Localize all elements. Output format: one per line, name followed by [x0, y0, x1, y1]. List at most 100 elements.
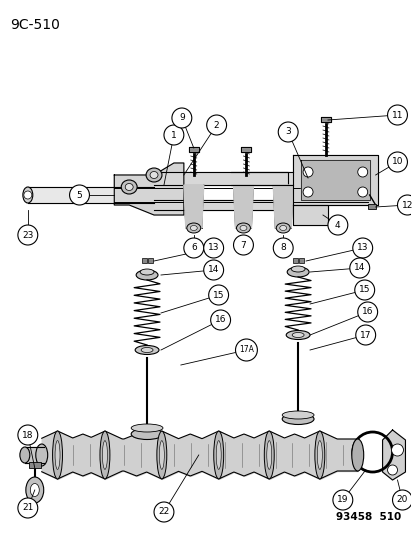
Circle shape: [357, 187, 367, 197]
Text: 22: 22: [158, 507, 169, 516]
Ellipse shape: [125, 183, 133, 190]
Circle shape: [387, 465, 396, 475]
Text: 5: 5: [76, 190, 82, 199]
Circle shape: [387, 105, 406, 125]
Text: 10: 10: [391, 157, 402, 166]
Ellipse shape: [186, 223, 200, 233]
Polygon shape: [183, 185, 203, 228]
Ellipse shape: [121, 180, 137, 194]
Text: 93458  510: 93458 510: [335, 512, 401, 522]
Text: 17A: 17A: [238, 345, 253, 354]
Circle shape: [171, 108, 191, 128]
Text: 3: 3: [285, 127, 290, 136]
Text: 11: 11: [391, 110, 402, 119]
Text: 13: 13: [207, 244, 219, 253]
Bar: [299, 258, 304, 263]
Polygon shape: [114, 163, 183, 215]
Text: 17: 17: [359, 330, 370, 340]
Text: 18: 18: [22, 431, 33, 440]
Circle shape: [278, 122, 297, 142]
Circle shape: [391, 444, 403, 456]
Polygon shape: [233, 185, 253, 228]
Ellipse shape: [159, 441, 164, 470]
Circle shape: [352, 238, 372, 258]
Ellipse shape: [157, 431, 166, 479]
Bar: [142, 258, 147, 263]
Circle shape: [210, 310, 230, 330]
Text: 8: 8: [280, 244, 285, 253]
Bar: [148, 258, 153, 263]
Polygon shape: [292, 155, 377, 205]
Ellipse shape: [263, 431, 273, 479]
Text: 14: 14: [207, 265, 219, 274]
Text: 20: 20: [396, 496, 407, 505]
Polygon shape: [300, 160, 369, 200]
Text: 4: 4: [334, 221, 340, 230]
Circle shape: [392, 490, 411, 510]
Ellipse shape: [236, 223, 250, 233]
Circle shape: [203, 238, 223, 258]
Circle shape: [327, 215, 347, 235]
Bar: [29, 462, 40, 468]
Ellipse shape: [314, 431, 324, 479]
Ellipse shape: [216, 441, 221, 470]
Circle shape: [357, 167, 367, 177]
Ellipse shape: [275, 223, 290, 233]
Text: 15: 15: [358, 286, 370, 295]
Circle shape: [24, 191, 32, 199]
Circle shape: [206, 115, 226, 135]
Circle shape: [203, 260, 223, 280]
Polygon shape: [154, 172, 287, 185]
Text: 2: 2: [213, 120, 219, 130]
Ellipse shape: [287, 267, 309, 277]
Ellipse shape: [36, 444, 47, 466]
Circle shape: [354, 280, 374, 300]
Circle shape: [349, 258, 369, 278]
Ellipse shape: [135, 345, 159, 354]
Polygon shape: [154, 200, 287, 210]
Ellipse shape: [146, 168, 161, 182]
Text: 6: 6: [190, 244, 196, 253]
Ellipse shape: [279, 225, 286, 230]
Text: 13: 13: [356, 244, 368, 253]
Ellipse shape: [55, 441, 60, 470]
Ellipse shape: [285, 330, 309, 340]
Polygon shape: [273, 185, 292, 228]
Bar: [367, 204, 375, 209]
Text: 19: 19: [336, 496, 348, 505]
Ellipse shape: [240, 225, 246, 230]
Circle shape: [235, 339, 257, 361]
Text: 7: 7: [240, 240, 246, 249]
Ellipse shape: [131, 429, 163, 440]
Circle shape: [183, 238, 203, 258]
Polygon shape: [241, 147, 251, 152]
Text: 9: 9: [178, 114, 184, 123]
Ellipse shape: [141, 348, 153, 352]
Ellipse shape: [102, 441, 107, 470]
Circle shape: [208, 285, 228, 305]
Text: 21: 21: [22, 504, 33, 513]
Ellipse shape: [100, 431, 109, 479]
Circle shape: [164, 125, 183, 145]
Ellipse shape: [292, 333, 304, 337]
Polygon shape: [25, 447, 44, 463]
Circle shape: [387, 152, 406, 172]
Text: 23: 23: [22, 230, 33, 239]
Circle shape: [18, 225, 38, 245]
Circle shape: [233, 235, 253, 255]
Polygon shape: [292, 205, 327, 225]
Ellipse shape: [317, 441, 322, 470]
Text: 1: 1: [171, 131, 176, 140]
Ellipse shape: [26, 477, 44, 503]
Ellipse shape: [140, 269, 154, 275]
Circle shape: [355, 325, 375, 345]
Ellipse shape: [52, 431, 62, 479]
Ellipse shape: [190, 225, 197, 230]
Circle shape: [302, 167, 312, 177]
Circle shape: [69, 185, 89, 205]
Text: 16: 16: [214, 316, 226, 325]
Ellipse shape: [290, 266, 304, 272]
Circle shape: [332, 490, 352, 510]
Circle shape: [18, 425, 38, 445]
Ellipse shape: [30, 483, 39, 497]
